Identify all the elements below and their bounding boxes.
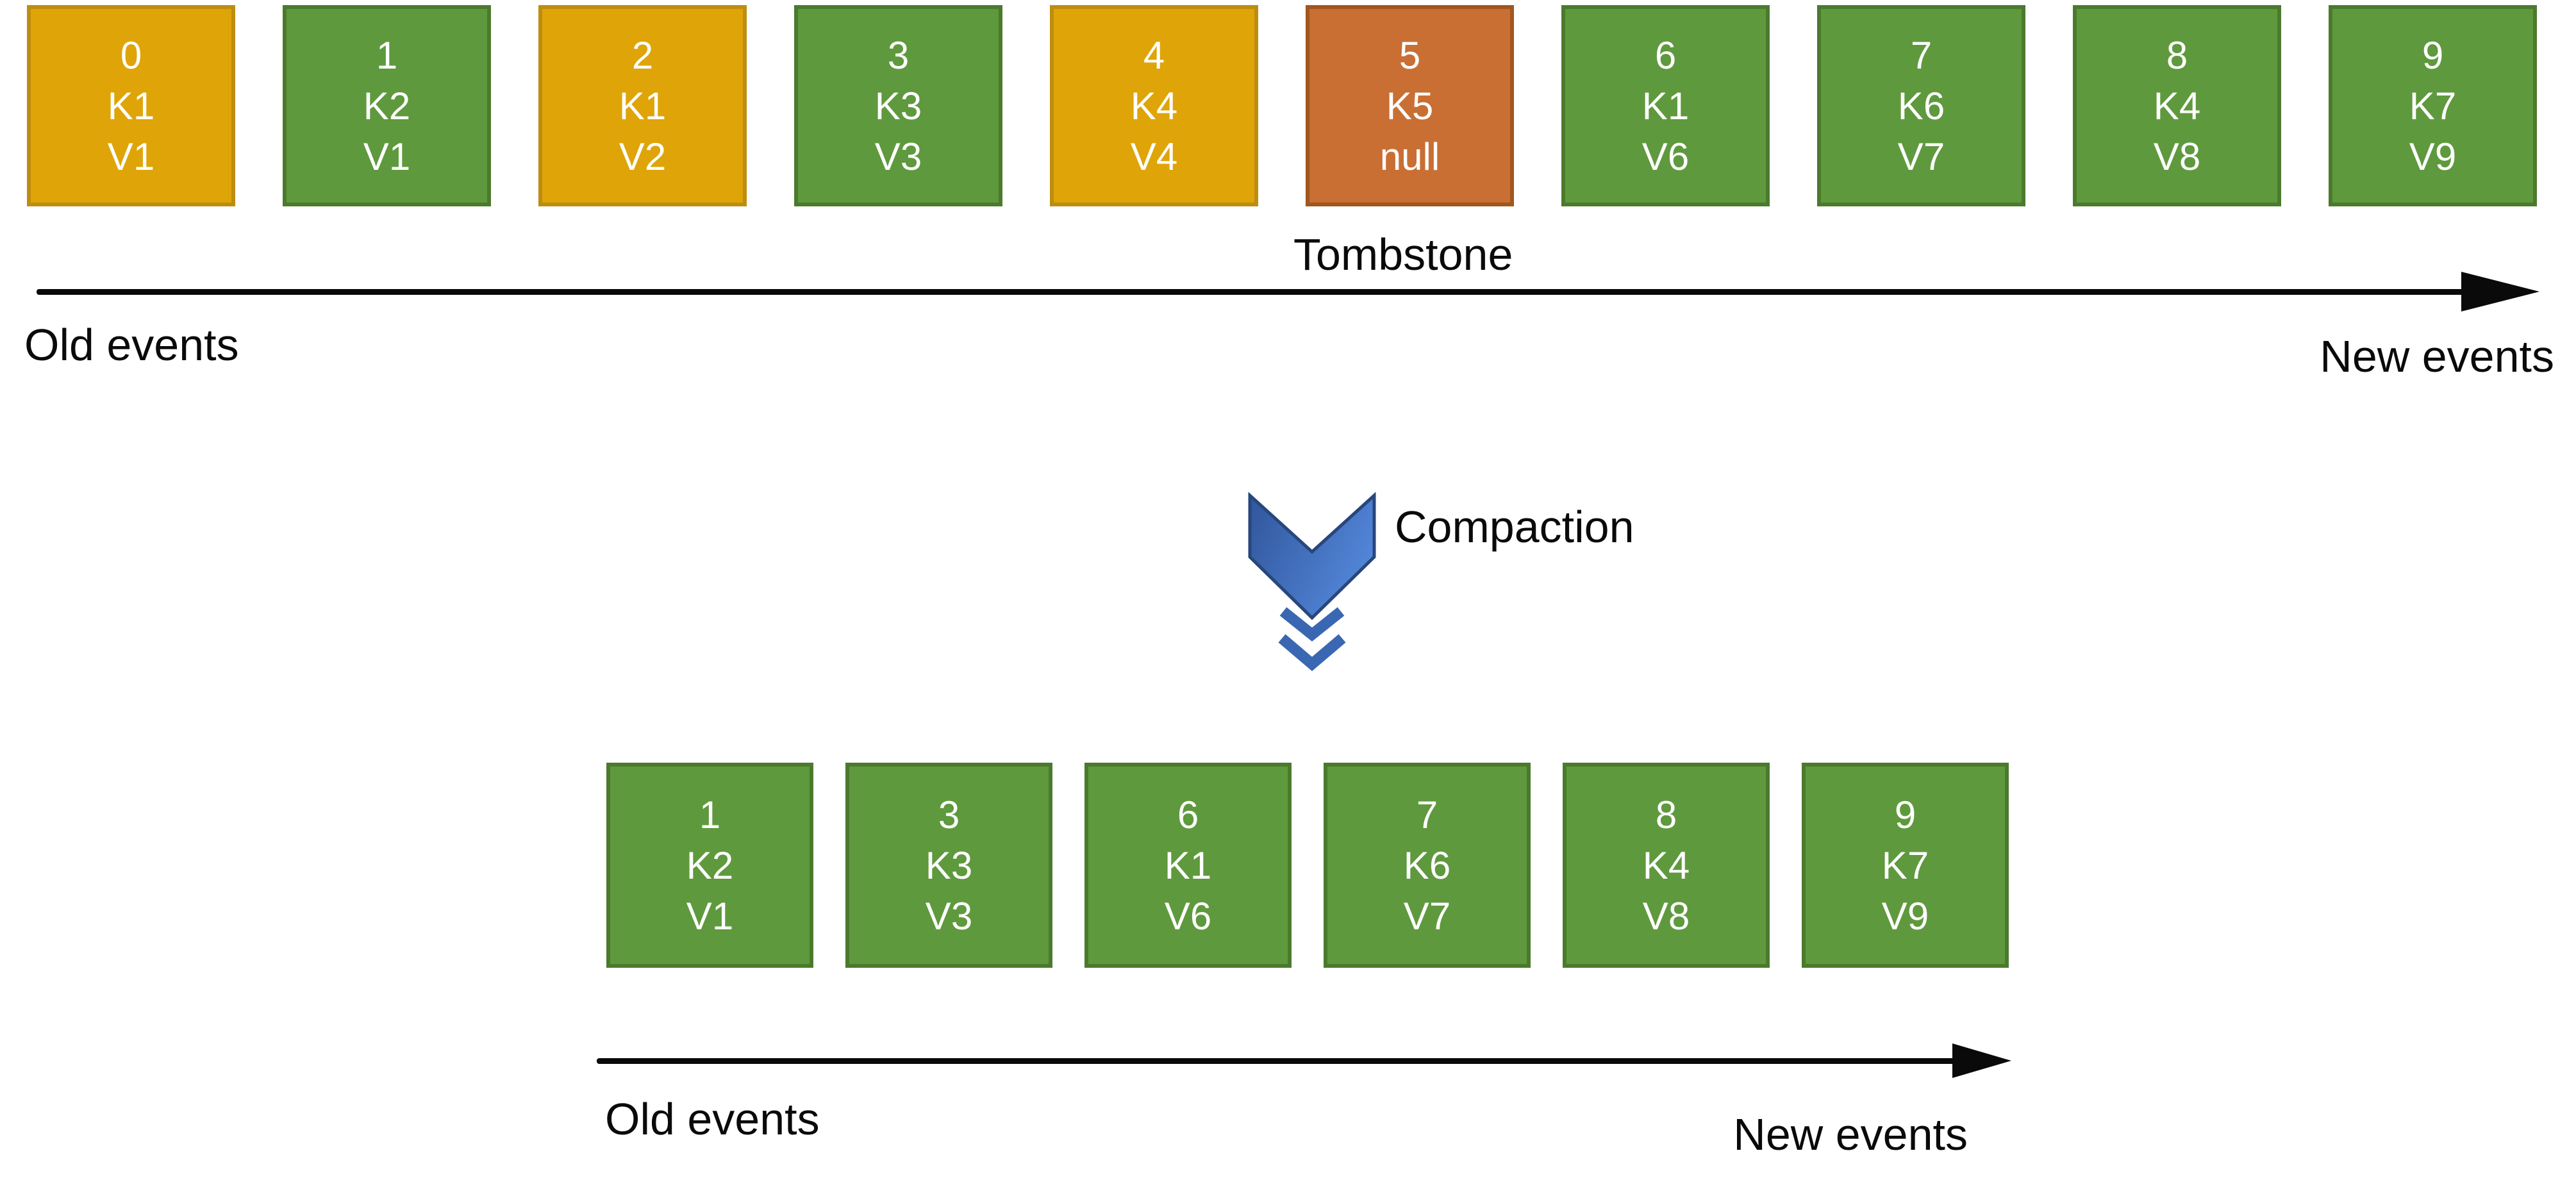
double-chevron-down-icon [1248, 492, 1376, 672]
box-offset: 5 [1399, 33, 1421, 77]
compacted-box-5: 9 K7 V9 [1802, 763, 2009, 968]
box-value: null [1379, 135, 1440, 178]
compacted-box-4: 8 K4 V8 [1563, 763, 1770, 968]
event-box-3: 3 K3 V3 [794, 5, 1002, 206]
event-box-4: 4 K4 V4 [1050, 5, 1258, 206]
box-key: K3 [925, 843, 973, 887]
box-key: K7 [2409, 84, 2457, 128]
box-offset: 3 [938, 793, 960, 836]
box-offset: 2 [631, 33, 654, 77]
tombstone-label: Tombstone [1293, 229, 1513, 279]
box-offset: 8 [2166, 33, 2188, 77]
box-value: V3 [874, 135, 922, 178]
box-value: V8 [2153, 135, 2201, 178]
box-key: K1 [107, 84, 155, 128]
box-value: V8 [1642, 894, 1690, 938]
box-offset: 7 [1910, 33, 1932, 77]
box-value: V7 [1897, 135, 1945, 178]
bottom-new-events-label: New events [1733, 1109, 1968, 1159]
box-value: V9 [2409, 135, 2457, 178]
event-box-2: 2 K1 V2 [538, 5, 747, 206]
box-offset: 8 [1655, 793, 1677, 836]
top-event-row: 0 K1 V1 1 K2 V1 2 K1 V2 3 K3 V3 4 K4 V4 … [27, 5, 2537, 206]
event-box-1: 1 K2 V1 [283, 5, 491, 206]
box-offset: 3 [887, 33, 910, 77]
box-offset: 1 [699, 793, 721, 836]
box-value: V1 [363, 135, 411, 178]
event-box-5-tombstone: 5 K5 null [1306, 5, 1514, 206]
top-new-events-label: New events [2320, 331, 2554, 381]
compacted-box-3: 7 K6 V7 [1324, 763, 1531, 968]
box-offset: 9 [2422, 33, 2444, 77]
event-box-0: 0 K1 V1 [27, 5, 235, 206]
box-value: V3 [925, 894, 973, 938]
box-key: K6 [1403, 843, 1451, 887]
box-offset: 0 [120, 33, 142, 77]
event-box-9: 9 K7 V9 [2329, 5, 2537, 206]
box-key: K1 [1641, 84, 1690, 128]
box-value: V1 [107, 135, 155, 178]
box-offset: 7 [1416, 793, 1438, 836]
box-offset: 4 [1143, 33, 1165, 77]
compacted-box-2: 6 K1 V6 [1084, 763, 1292, 968]
box-key: K4 [1130, 84, 1178, 128]
box-key: K2 [363, 84, 411, 128]
box-offset: 6 [1654, 33, 1677, 77]
compaction-label: Compaction [1395, 502, 1634, 552]
event-box-6: 6 K1 V6 [1561, 5, 1770, 206]
top-timeline-arrow-line [37, 289, 2466, 295]
box-value: V2 [619, 135, 667, 178]
right-arrow-icon [1952, 1043, 2011, 1078]
box-key: K1 [1164, 843, 1212, 887]
box-value: V1 [686, 894, 734, 938]
box-value: V4 [1130, 135, 1178, 178]
box-key: K7 [1881, 843, 1929, 887]
box-offset: 1 [376, 33, 398, 77]
box-offset: 6 [1177, 793, 1199, 836]
compacted-box-0: 1 K2 V1 [606, 763, 813, 968]
box-offset: 9 [1894, 793, 1916, 836]
box-key: K5 [1386, 84, 1434, 128]
bottom-timeline-arrow-line [597, 1058, 1958, 1064]
event-box-7: 7 K6 V7 [1817, 5, 2025, 206]
box-value: V6 [1164, 894, 1212, 938]
top-old-events-label: Old events [24, 320, 239, 370]
box-value: V9 [1881, 894, 1929, 938]
box-key: K6 [1897, 84, 1945, 128]
compacted-event-row: 1 K2 V1 3 K3 V3 6 K1 V6 7 K6 V7 8 K4 V8 … [606, 763, 2009, 968]
box-key: K4 [2153, 84, 2201, 128]
bottom-old-events-label: Old events [605, 1094, 820, 1144]
box-key: K3 [874, 84, 922, 128]
box-key: K1 [619, 84, 667, 128]
box-key: K4 [1642, 843, 1690, 887]
box-value: V7 [1403, 894, 1451, 938]
compacted-box-1: 3 K3 V3 [845, 763, 1052, 968]
box-value: V6 [1641, 135, 1690, 178]
right-arrow-icon [2461, 272, 2539, 311]
box-key: K2 [686, 843, 734, 887]
event-box-8: 8 K4 V8 [2073, 5, 2281, 206]
